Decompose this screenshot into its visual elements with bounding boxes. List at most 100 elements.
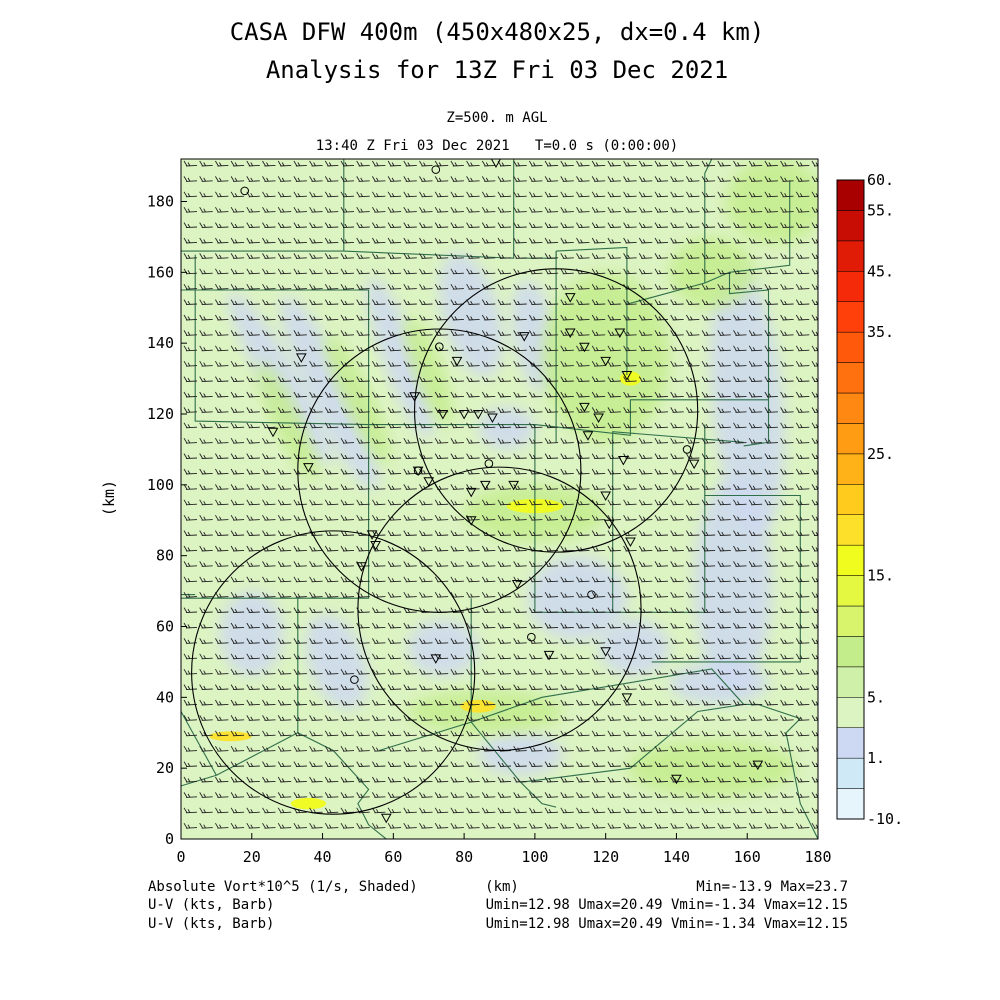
wind-barb	[795, 268, 810, 275]
wind-barb	[654, 653, 669, 660]
wind-barb	[654, 176, 669, 182]
wind-barb	[623, 684, 637, 691]
wind-barb	[497, 468, 512, 475]
wind-barb	[309, 160, 323, 167]
wind-barb	[638, 699, 653, 706]
wind-barb	[670, 822, 684, 829]
wind-barb	[419, 330, 433, 336]
wind-barb	[701, 776, 716, 783]
wind-barb	[560, 453, 574, 460]
wind-barb	[748, 699, 763, 706]
wind-barb	[324, 253, 339, 259]
wind-barb	[277, 530, 292, 537]
wind-barb	[717, 668, 731, 675]
wind-barb	[748, 206, 763, 213]
wind-barb	[372, 561, 386, 567]
wind-barb	[481, 237, 496, 244]
wind-barb	[450, 283, 464, 290]
wind-barb	[293, 668, 307, 675]
wind-barb	[199, 468, 213, 475]
wind-barb	[780, 761, 794, 768]
wind-barb	[481, 638, 496, 644]
wind-barb	[591, 206, 606, 213]
wind-barb	[183, 776, 198, 783]
wind-barb	[795, 391, 810, 398]
colorbar-swatch	[836, 514, 865, 546]
wind-barb	[356, 761, 370, 768]
wind-barb	[262, 622, 276, 629]
wind-barb	[795, 160, 810, 167]
wind-barb	[230, 345, 245, 352]
wind-barb	[576, 807, 590, 814]
wind-barb	[309, 499, 323, 506]
wind-barb	[607, 807, 621, 814]
wind-barb	[591, 776, 606, 783]
wind-barb	[795, 699, 810, 706]
wind-barb	[215, 699, 229, 706]
colorbar-label: 60.	[867, 171, 894, 189]
wind-barb	[277, 360, 292, 367]
wind-barb	[356, 545, 370, 552]
range-ring	[357, 466, 642, 752]
wind-barb	[183, 268, 198, 275]
wind-barb	[215, 807, 229, 814]
wind-barb	[733, 484, 747, 490]
wind-barb	[591, 730, 606, 737]
wind-barb	[199, 437, 213, 444]
wind-barb	[733, 745, 747, 752]
wind-barb	[529, 253, 543, 259]
wind-barb	[324, 653, 339, 660]
wind-barb	[262, 484, 276, 490]
wind-barb	[199, 299, 213, 306]
wind-barb	[262, 684, 276, 691]
wind-barb	[387, 730, 402, 737]
wind-barb	[733, 407, 747, 413]
wind-barb	[733, 653, 747, 660]
wind-barb	[623, 576, 637, 583]
colorbar-swatch	[836, 331, 865, 363]
wind-barb	[764, 206, 778, 213]
wind-barb	[591, 299, 606, 306]
wind-barb	[795, 345, 810, 352]
wind-barb	[591, 407, 606, 413]
wind-barb	[701, 715, 716, 721]
wind-barb	[733, 514, 747, 521]
wind-barb	[733, 222, 747, 229]
footer-uv-range-2: Umin=12.98 Umax=20.49 Vmin=-1.34 Vmax=12…	[486, 916, 848, 932]
wind-barb	[309, 360, 323, 367]
wind-barb	[466, 222, 480, 229]
wind-barb	[387, 653, 402, 660]
wind-barb	[215, 561, 229, 567]
wind-barb	[497, 807, 512, 814]
wind-barb	[293, 160, 307, 167]
wind-barb	[246, 792, 260, 798]
wind-barb	[246, 499, 260, 506]
wind-barb	[262, 668, 276, 675]
wind-barb	[764, 576, 778, 583]
wind-barb	[638, 822, 653, 829]
wind-barb	[215, 792, 229, 798]
wind-barb	[654, 668, 669, 675]
wind-barb	[246, 253, 260, 259]
wind-barb	[434, 668, 449, 675]
wind-barb	[230, 653, 245, 660]
vorticity-patch	[619, 371, 642, 386]
wind-barb	[686, 191, 700, 198]
wind-barb	[701, 807, 716, 814]
wind-barb	[199, 268, 213, 275]
wind-barb	[340, 576, 355, 583]
wind-barb	[403, 222, 417, 229]
wind-barb	[795, 191, 810, 198]
wind-barb	[183, 407, 198, 413]
wind-barb	[466, 453, 480, 460]
wind-barb	[277, 391, 292, 398]
wind-barb	[748, 360, 763, 367]
wind-barb	[183, 807, 198, 814]
wind-barb	[466, 237, 480, 244]
stations	[240, 159, 764, 824]
wind-barb	[434, 699, 449, 706]
wind-barb	[450, 222, 464, 229]
wind-barb	[481, 268, 496, 275]
wind-barb	[638, 561, 653, 567]
wind-barb	[277, 345, 292, 352]
